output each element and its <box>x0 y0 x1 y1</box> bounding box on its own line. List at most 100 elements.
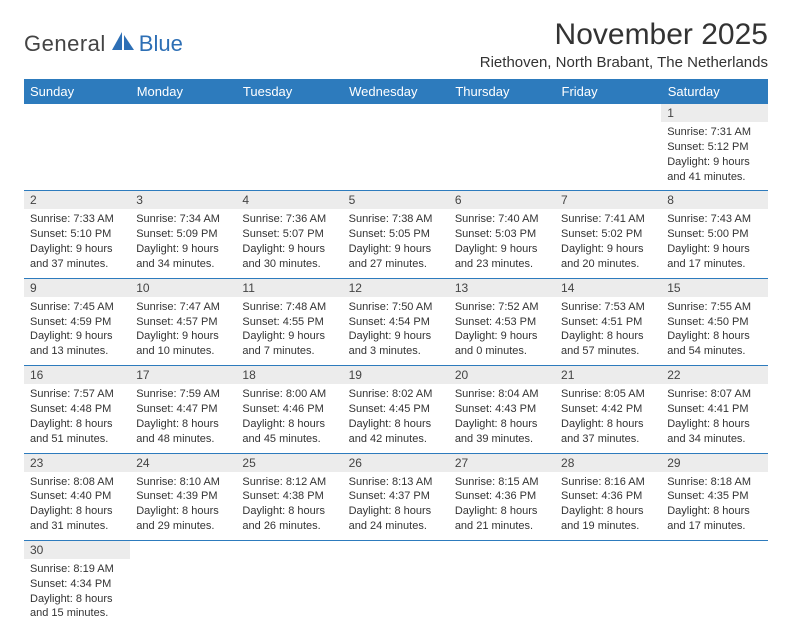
sunrise-text: Sunrise: 7:41 AM <box>561 212 655 227</box>
daylight-text-2: and 0 minutes. <box>455 344 549 359</box>
daylight-text-1: Daylight: 8 hours <box>667 504 761 519</box>
day-body: Sunrise: 7:33 AMSunset: 5:10 PMDaylight:… <box>24 209 130 277</box>
sunrise-text: Sunrise: 7:50 AM <box>349 300 443 315</box>
calendar-cell: 18Sunrise: 8:00 AMSunset: 4:46 PMDayligh… <box>236 366 342 453</box>
day-header-thursday: Thursday <box>449 79 555 104</box>
sunrise-text: Sunrise: 7:52 AM <box>455 300 549 315</box>
calendar-cell: 30Sunrise: 8:19 AMSunset: 4:34 PMDayligh… <box>24 540 130 627</box>
daylight-text-2: and 19 minutes. <box>561 519 655 534</box>
day-body: Sunrise: 7:31 AMSunset: 5:12 PMDaylight:… <box>661 122 767 190</box>
calendar-cell: 23Sunrise: 8:08 AMSunset: 4:40 PMDayligh… <box>24 453 130 540</box>
day-header-friday: Friday <box>555 79 661 104</box>
daylight-text-1: Daylight: 9 hours <box>667 242 761 257</box>
calendar-cell: 9Sunrise: 7:45 AMSunset: 4:59 PMDaylight… <box>24 278 130 365</box>
calendar-week: 9Sunrise: 7:45 AMSunset: 4:59 PMDaylight… <box>24 278 768 365</box>
sunrise-text: Sunrise: 8:08 AM <box>30 475 124 490</box>
sunrise-text: Sunrise: 7:55 AM <box>667 300 761 315</box>
day-body: Sunrise: 7:53 AMSunset: 4:51 PMDaylight:… <box>555 297 661 365</box>
calendar-cell: 20Sunrise: 8:04 AMSunset: 4:43 PMDayligh… <box>449 366 555 453</box>
daylight-text-1: Daylight: 9 hours <box>136 242 230 257</box>
calendar-week: 16Sunrise: 7:57 AMSunset: 4:48 PMDayligh… <box>24 366 768 453</box>
sunrise-text: Sunrise: 7:43 AM <box>667 212 761 227</box>
calendar-cell-blank <box>236 104 342 191</box>
day-number-bar: 13 <box>449 279 555 297</box>
calendar-cell: 28Sunrise: 8:16 AMSunset: 4:36 PMDayligh… <box>555 453 661 540</box>
daylight-text-2: and 42 minutes. <box>349 432 443 447</box>
day-body <box>130 122 236 140</box>
daylight-text-1: Daylight: 8 hours <box>561 504 655 519</box>
sunset-text: Sunset: 4:47 PM <box>136 402 230 417</box>
calendar-cell-blank <box>130 540 236 627</box>
daylight-text-1: Daylight: 8 hours <box>136 504 230 519</box>
day-number-bar: 22 <box>661 366 767 384</box>
day-number-bar <box>236 104 342 122</box>
day-body <box>24 122 130 140</box>
day-body: Sunrise: 7:43 AMSunset: 5:00 PMDaylight:… <box>661 209 767 277</box>
daylight-text-2: and 10 minutes. <box>136 344 230 359</box>
daylight-text-1: Daylight: 8 hours <box>30 417 124 432</box>
calendar-cell: 26Sunrise: 8:13 AMSunset: 4:37 PMDayligh… <box>343 453 449 540</box>
day-number-bar: 21 <box>555 366 661 384</box>
sunrise-text: Sunrise: 8:13 AM <box>349 475 443 490</box>
calendar-cell: 25Sunrise: 8:12 AMSunset: 4:38 PMDayligh… <box>236 453 342 540</box>
day-number-bar <box>343 104 449 122</box>
calendar-week: 2Sunrise: 7:33 AMSunset: 5:10 PMDaylight… <box>24 191 768 278</box>
day-body: Sunrise: 7:52 AMSunset: 4:53 PMDaylight:… <box>449 297 555 365</box>
day-body: Sunrise: 8:07 AMSunset: 4:41 PMDaylight:… <box>661 384 767 452</box>
calendar-cell: 29Sunrise: 8:18 AMSunset: 4:35 PMDayligh… <box>661 453 767 540</box>
day-body: Sunrise: 7:47 AMSunset: 4:57 PMDaylight:… <box>130 297 236 365</box>
calendar-cell-blank <box>449 104 555 191</box>
daylight-text-1: Daylight: 9 hours <box>349 242 443 257</box>
sunset-text: Sunset: 5:02 PM <box>561 227 655 242</box>
day-number-bar: 15 <box>661 279 767 297</box>
day-body: Sunrise: 7:50 AMSunset: 4:54 PMDaylight:… <box>343 297 449 365</box>
daylight-text-2: and 45 minutes. <box>242 432 336 447</box>
sunset-text: Sunset: 5:00 PM <box>667 227 761 242</box>
logo-sail-icon <box>110 30 136 57</box>
day-body: Sunrise: 8:08 AMSunset: 4:40 PMDaylight:… <box>24 472 130 540</box>
day-number-bar <box>555 541 661 559</box>
daylight-text-2: and 34 minutes. <box>136 257 230 272</box>
calendar-cell: 17Sunrise: 7:59 AMSunset: 4:47 PMDayligh… <box>130 366 236 453</box>
day-number-bar: 18 <box>236 366 342 384</box>
sunrise-text: Sunrise: 8:04 AM <box>455 387 549 402</box>
calendar-week: 23Sunrise: 8:08 AMSunset: 4:40 PMDayligh… <box>24 453 768 540</box>
day-number-bar <box>130 541 236 559</box>
daylight-text-2: and 21 minutes. <box>455 519 549 534</box>
calendar-cell: 7Sunrise: 7:41 AMSunset: 5:02 PMDaylight… <box>555 191 661 278</box>
daylight-text-2: and 15 minutes. <box>30 606 124 621</box>
daylight-text-1: Daylight: 9 hours <box>30 242 124 257</box>
day-number-bar <box>130 104 236 122</box>
day-number-bar <box>236 541 342 559</box>
calendar-cell: 19Sunrise: 8:02 AMSunset: 4:45 PMDayligh… <box>343 366 449 453</box>
daylight-text-1: Daylight: 9 hours <box>242 242 336 257</box>
sunset-text: Sunset: 4:39 PM <box>136 489 230 504</box>
calendar-cell-blank <box>130 104 236 191</box>
day-number-bar: 17 <box>130 366 236 384</box>
sunset-text: Sunset: 4:46 PM <box>242 402 336 417</box>
daylight-text-2: and 57 minutes. <box>561 344 655 359</box>
daylight-text-2: and 48 minutes. <box>136 432 230 447</box>
sunrise-text: Sunrise: 8:16 AM <box>561 475 655 490</box>
sunrise-text: Sunrise: 7:34 AM <box>136 212 230 227</box>
sunset-text: Sunset: 4:50 PM <box>667 315 761 330</box>
daylight-text-2: and 41 minutes. <box>667 170 761 185</box>
sunset-text: Sunset: 4:51 PM <box>561 315 655 330</box>
day-number-bar: 28 <box>555 454 661 472</box>
daylight-text-2: and 34 minutes. <box>667 432 761 447</box>
day-number-bar: 3 <box>130 191 236 209</box>
day-number-bar: 25 <box>236 454 342 472</box>
title-block: November 2025 Riethoven, North Brabant, … <box>480 18 768 71</box>
sunset-text: Sunset: 4:43 PM <box>455 402 549 417</box>
calendar-cell: 15Sunrise: 7:55 AMSunset: 4:50 PMDayligh… <box>661 278 767 365</box>
daylight-text-1: Daylight: 8 hours <box>561 329 655 344</box>
day-number-bar: 27 <box>449 454 555 472</box>
day-number-bar: 7 <box>555 191 661 209</box>
calendar-cell-blank <box>343 104 449 191</box>
day-header-wednesday: Wednesday <box>343 79 449 104</box>
calendar-cell: 4Sunrise: 7:36 AMSunset: 5:07 PMDaylight… <box>236 191 342 278</box>
calendar-cell: 6Sunrise: 7:40 AMSunset: 5:03 PMDaylight… <box>449 191 555 278</box>
sunset-text: Sunset: 4:59 PM <box>30 315 124 330</box>
sunrise-text: Sunrise: 8:07 AM <box>667 387 761 402</box>
sunset-text: Sunset: 4:34 PM <box>30 577 124 592</box>
